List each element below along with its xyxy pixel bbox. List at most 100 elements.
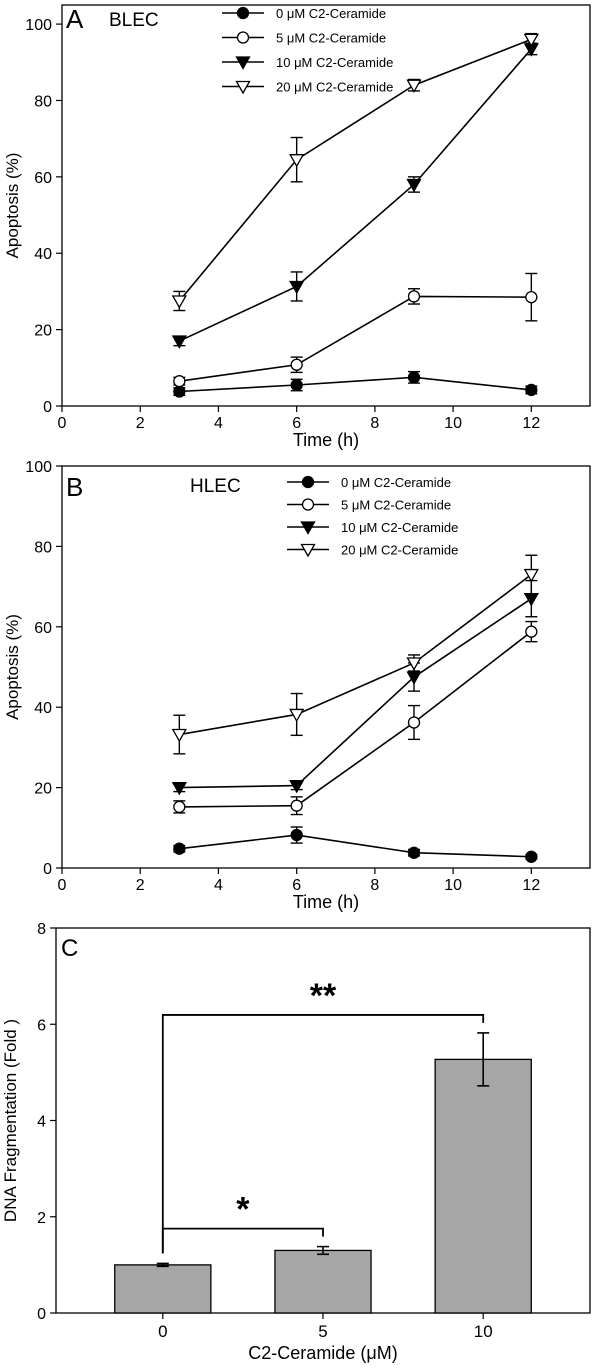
panel-a-legend-entry: 20 μM C2-Ceramide — [222, 80, 393, 95]
panel-b-data-point — [171, 728, 187, 743]
panel-b-data-point — [523, 593, 539, 607]
panel-a-data-point — [407, 290, 421, 303]
panel-c-y-tick-label: 2 — [37, 1210, 46, 1227]
panel-b-series-10-m-c2-ceramide — [171, 579, 539, 796]
panel-b-series-line — [179, 573, 532, 736]
panel-a-series-10-m-c2-ceramide — [171, 42, 539, 349]
panel-b-legend-entry: 10 μM C2-Ceramide — [287, 520, 458, 535]
panel-a-data-point — [173, 385, 186, 398]
panel-b-legend-label: 10 μM C2-Ceramide — [341, 520, 458, 535]
panel-b-x-tick-label: 8 — [370, 877, 379, 894]
panel-a-series-line — [178, 48, 532, 342]
panel-b-legend-marker — [300, 521, 316, 535]
panel-c-y-tick-label: 4 — [37, 1114, 46, 1131]
panel-b-hlec-chart: 0 2 4 6 8 10 12 0 20 40 60 80 100 Time (h) Apoptosis (… — [3, 459, 591, 912]
panel-b-legend-marker — [300, 543, 316, 558]
panel-c-x-tick-label: 5 — [318, 1322, 327, 1341]
panel-b-data-point — [407, 846, 421, 859]
panel-a-series-line — [179, 295, 532, 382]
panel-a-data-point — [525, 383, 538, 397]
panel-b-legend-marker — [301, 475, 315, 489]
panel-b-y-tick-label: 0 — [43, 861, 52, 878]
panel-a-x-tick-label: 8 — [370, 415, 379, 432]
panel-a-data-point — [171, 295, 187, 309]
panel-c-bar-5 — [274, 1249, 372, 1314]
panel-b-series-line — [179, 834, 532, 858]
panel-b-y-axis-label: Apoptosis (%) — [3, 614, 22, 720]
panel-a-x-tick-label: 4 — [214, 415, 223, 432]
panel-b-data-point — [406, 671, 422, 685]
panel-a-x-tick-label: 2 — [136, 415, 145, 432]
panel-b-data-point — [173, 842, 186, 855]
panel-b-data-point — [523, 568, 539, 583]
panel-a-data-point — [173, 375, 186, 388]
panel-b-y-tick-label: 20 — [34, 781, 52, 798]
panel-a-series-20-m-c2-ceramide — [171, 32, 539, 312]
panel-a-legend-label: 0 μM C2-Ceramide — [276, 6, 386, 21]
panel-a-legend-entry: 10 μM C2-Ceramide — [222, 55, 393, 70]
panel-a-series-5-m-c2-ceramide — [173, 272, 538, 388]
panel-b-series-line — [179, 630, 532, 808]
panel-a-y-tick-label: 80 — [34, 93, 52, 110]
panel-a-plot-frame — [61, 4, 591, 407]
panel-b-data-point — [289, 779, 305, 794]
panel-b-x-tick-label: 0 — [58, 877, 67, 894]
panel-b-data-point — [406, 657, 422, 671]
panel-b-legend-entry: 5 μM C2-Ceramide — [287, 498, 451, 513]
panel-c-x-tick-label: 0 — [158, 1322, 167, 1341]
panel-a-x-tick-label: 0 — [58, 415, 67, 432]
panel-c-y-tick-label: 0 — [37, 1306, 46, 1323]
panel-b-y-tick-label: 60 — [34, 620, 52, 637]
panel-c-y-axis-label: DNA Fragmentation (Fold ) — [1, 1019, 20, 1222]
panel-a-series-0-m-c2-ceramide — [173, 370, 538, 398]
panel-a-legend-label: 5 μM C2-Ceramide — [276, 31, 386, 46]
panel-a-y-tick-label: 60 — [34, 170, 52, 187]
panel-a-x-tick-label: 6 — [292, 415, 301, 432]
panel-b-plot-frame — [61, 465, 591, 869]
panel-b-legend-marker — [301, 498, 315, 511]
panel-c-significance-bracket: ** — [161, 977, 485, 1254]
panel-a-data-point — [290, 358, 303, 371]
panel-c-x-tick-label: 10 — [474, 1322, 493, 1341]
panel-b-data-point — [525, 850, 538, 863]
panel-a-data-point — [289, 280, 305, 295]
panel-b-y-tick-label: 100 — [25, 459, 52, 476]
panel-c-y-tick-label: 6 — [37, 1017, 46, 1034]
panel-a-data-point — [171, 335, 187, 349]
panel-a-data-point — [407, 371, 421, 384]
panel-b-x-axis-label: Time (h) — [293, 892, 359, 912]
panel-b-series-line — [179, 597, 532, 789]
panel-c-x-axis-label: C2-Ceramide (μM) — [248, 1343, 397, 1363]
panel-b-x-tick-label: 2 — [136, 877, 145, 894]
panel-a-data-point — [289, 154, 305, 168]
panel-b-legend-label: 20 μM C2-Ceramide — [341, 543, 458, 558]
panel-a-y-tick-label: 0 — [43, 399, 52, 416]
panel-a-legend-marker — [236, 31, 250, 44]
panel-b-panel-letter: B — [66, 472, 83, 502]
panel-a-legend-label: 10 μM C2-Ceramide — [276, 55, 393, 70]
panel-a-x-tick-label: 12 — [522, 415, 540, 432]
panel-c-significance-bracket: * — [161, 1191, 324, 1254]
panel-a-y-tick-label: 40 — [34, 246, 52, 263]
panel-a-legend-entry: 0 μM C2-Ceramide — [222, 6, 386, 21]
panel-c-significance-label: ** — [310, 977, 337, 1015]
panel-a-panel-letter: A — [66, 4, 84, 34]
panel-a-data-point — [523, 33, 539, 48]
panel-b-series-0-m-c2-ceramide — [173, 826, 538, 863]
panel-b-series-20-m-c2-ceramide — [171, 554, 539, 755]
panel-b-x-tick-label: 10 — [444, 877, 462, 894]
panel-a-legend-label: 20 μM C2-Ceramide — [276, 80, 393, 95]
panel-a-series-line — [179, 376, 532, 393]
panel-c-bracket-line — [161, 1227, 324, 1254]
panel-a-cell-type-label: BLEC — [109, 10, 159, 31]
panel-c-significance-label: * — [236, 1191, 250, 1229]
panel-a-y-tick-label: 100 — [25, 17, 52, 34]
panel-b-data-point — [289, 708, 305, 723]
panel-b-legend-entry: 0 μM C2-Ceramide — [287, 475, 451, 490]
panel-b-series-5-m-c2-ceramide — [173, 620, 538, 816]
panel-c-bracket-line — [161, 1014, 485, 1254]
panel-a-y-axis-label: Apoptosis (%) — [3, 153, 22, 259]
panel-a-series-line — [178, 38, 532, 302]
